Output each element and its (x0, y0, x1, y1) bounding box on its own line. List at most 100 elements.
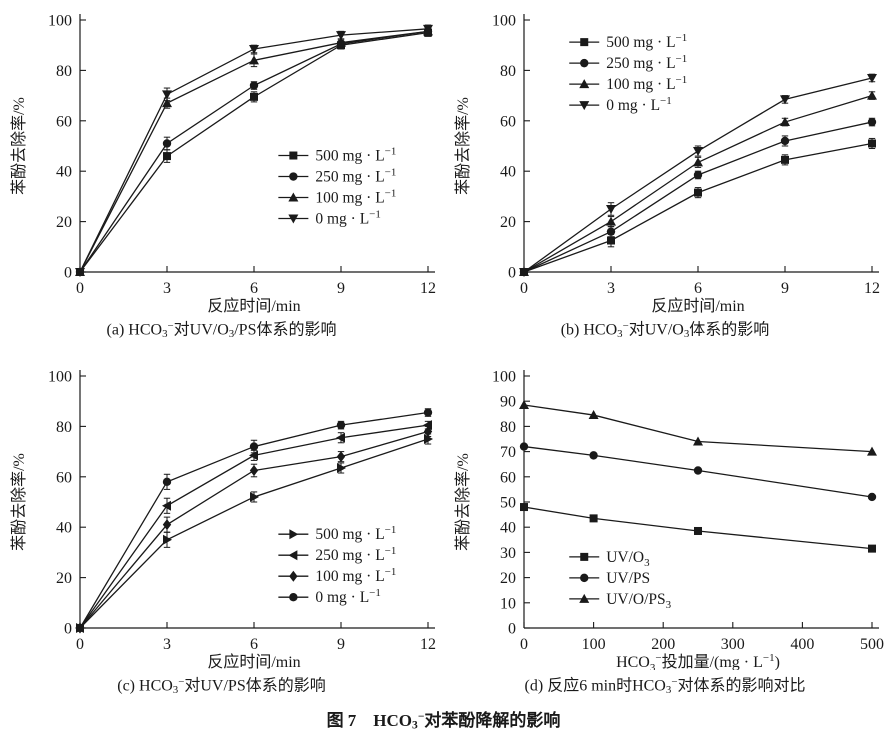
y-tick-label: 80 (56, 63, 72, 80)
x-axis-title: HCO3−投加量/(mg · L−1) (616, 652, 780, 670)
series-line (523, 506, 872, 550)
y-axis-title: 苯酚去除率/% (10, 453, 28, 551)
x-tick-label: 6 (250, 280, 258, 297)
x-tick-label: 400 (790, 636, 814, 653)
y-tick-label: 60 (500, 113, 516, 130)
chart-a-canvas: 0 3 6 9 12 0 20 40 60 80 100 反应时间/min 苯酚去除率/% 500 mg … (10, 13, 436, 315)
series-b-2 (518, 90, 877, 276)
caption-sub-text: 3 (162, 327, 168, 340)
triangle-up-marker-icon (692, 157, 703, 167)
tick-labels: 0 3 6 9 12 0 20 40 60 80 100 (48, 13, 436, 298)
x-tick-label: 0 (76, 280, 84, 297)
triangle-up-marker-icon (518, 399, 529, 409)
triangle-left-marker-icon (423, 420, 432, 431)
x-tick-label: 100 (581, 636, 605, 653)
y-tick-label: 100 (48, 369, 72, 386)
y-tick-label: 60 (56, 469, 72, 486)
series-line (523, 404, 872, 453)
y-tick-label: 20 (56, 570, 72, 587)
series-c-3 (75, 408, 433, 633)
x-tick-label: 0 (520, 636, 528, 653)
axes (522, 14, 879, 273)
caption-text: /PS体系的影响 (234, 321, 337, 339)
chart-b-canvas: 0 3 6 9 12 0 20 40 60 80 100 反应时间/min 苯酚去除率/% 500 mg … (454, 13, 880, 315)
caption-sub-text: 3 (412, 718, 418, 732)
caption-sup-text: − (622, 320, 629, 332)
x-tick-label: 0 (520, 280, 528, 297)
x-tick-label: 200 (651, 636, 675, 653)
series-b-1 (519, 117, 876, 277)
y-tick-label: 100 (492, 13, 516, 30)
square-marker-icon (163, 152, 171, 161)
x-tick-label: 12 (864, 280, 880, 297)
x-tick-label: 3 (163, 636, 171, 653)
series-d-1 (519, 442, 876, 502)
series-b-3 (518, 73, 877, 277)
square-marker-icon (867, 544, 876, 553)
caption-sub-text: 3 (228, 327, 235, 340)
caption-sub-text: 3 (172, 683, 179, 696)
series-b-0 (519, 137, 876, 276)
square-marker-icon (289, 151, 298, 160)
caption-text: (d) 反应6 min时HCO (524, 677, 666, 695)
circle-marker-icon (867, 117, 876, 127)
circle-marker-icon (579, 573, 588, 583)
legend-label: 250 mg · L−1 (315, 167, 396, 186)
triangle-left-marker-icon (336, 432, 345, 443)
x-axis-title: 反应时间/min (651, 296, 744, 314)
caption-text: 对UV/O (173, 321, 229, 339)
triangle-down-marker-icon (336, 31, 346, 41)
triangle-up-marker-icon (578, 79, 589, 89)
legend-label: 500 mg · L−1 (315, 146, 396, 165)
caption-text: 对UV/O (628, 321, 684, 339)
y-tick-label: 0 (64, 621, 72, 638)
series-line (523, 94, 872, 273)
square-marker-icon (693, 188, 702, 197)
caption-text: 体系的影响 (689, 321, 770, 339)
triangle-up-marker-icon (866, 446, 877, 456)
x-tick-label: 3 (607, 280, 615, 297)
triangle-up-marker-icon (605, 216, 616, 226)
caption-sup-text: − (417, 710, 425, 724)
legend: 500 mg · L−1 250 mg · L−1 100 mg · L−1 0 mg… (278, 146, 396, 228)
circle-marker-icon (162, 139, 172, 148)
caption-sup-text: − (167, 320, 174, 332)
y-tick-label: 20 (500, 570, 516, 587)
circle-marker-icon (867, 492, 876, 502)
panel-c: 0 3 6 9 12 0 20 40 60 80 100 反应时间/min 苯酚去除率/% 500 mg … (0, 360, 443, 696)
triangle-up-marker-icon (288, 192, 299, 202)
y-tick-label: 70 (500, 444, 516, 461)
circle-marker-icon (162, 477, 172, 487)
triangle-right-marker-icon (337, 462, 346, 473)
x-tick-label: 9 (781, 280, 789, 297)
x-tick-label: 300 (720, 636, 744, 653)
axes (522, 370, 879, 629)
y-axis-title: 苯酚去除率/% (454, 453, 472, 551)
caption-sub-text: 3 (617, 327, 623, 340)
axes (79, 14, 435, 273)
triangle-right-marker-icon (289, 529, 299, 540)
x-tick-label: 12 (420, 280, 436, 297)
y-tick-label: 0 (508, 265, 516, 282)
y-tick-label: 20 (500, 214, 516, 231)
y-axis-title: 苯酚去除率/% (10, 97, 28, 195)
y-tick-label: 40 (56, 164, 72, 181)
circle-marker-icon (606, 227, 615, 236)
caption-text: 对UV/PS体系的影响 (184, 677, 326, 695)
series-d-0 (519, 503, 876, 553)
triangle-right-marker-icon (250, 491, 259, 502)
triangle-down-marker-icon (249, 44, 259, 54)
x-tick-label: 9 (337, 280, 345, 297)
caption-sup-text: − (178, 676, 185, 688)
square-marker-icon (250, 92, 258, 101)
triangle-down-marker-icon (162, 90, 172, 100)
caption-sub-text: 3 (683, 327, 690, 340)
square-marker-icon (693, 526, 702, 535)
tick-labels: 0 3 6 9 12 0 20 40 60 80 100 (48, 369, 436, 654)
triangle-up-marker-icon (162, 98, 172, 108)
y-tick-label: 80 (500, 63, 516, 80)
ticks (522, 375, 873, 629)
square-marker-icon (867, 139, 876, 148)
triangle-down-marker-icon (605, 205, 616, 214)
y-tick-label: 100 (492, 369, 516, 386)
